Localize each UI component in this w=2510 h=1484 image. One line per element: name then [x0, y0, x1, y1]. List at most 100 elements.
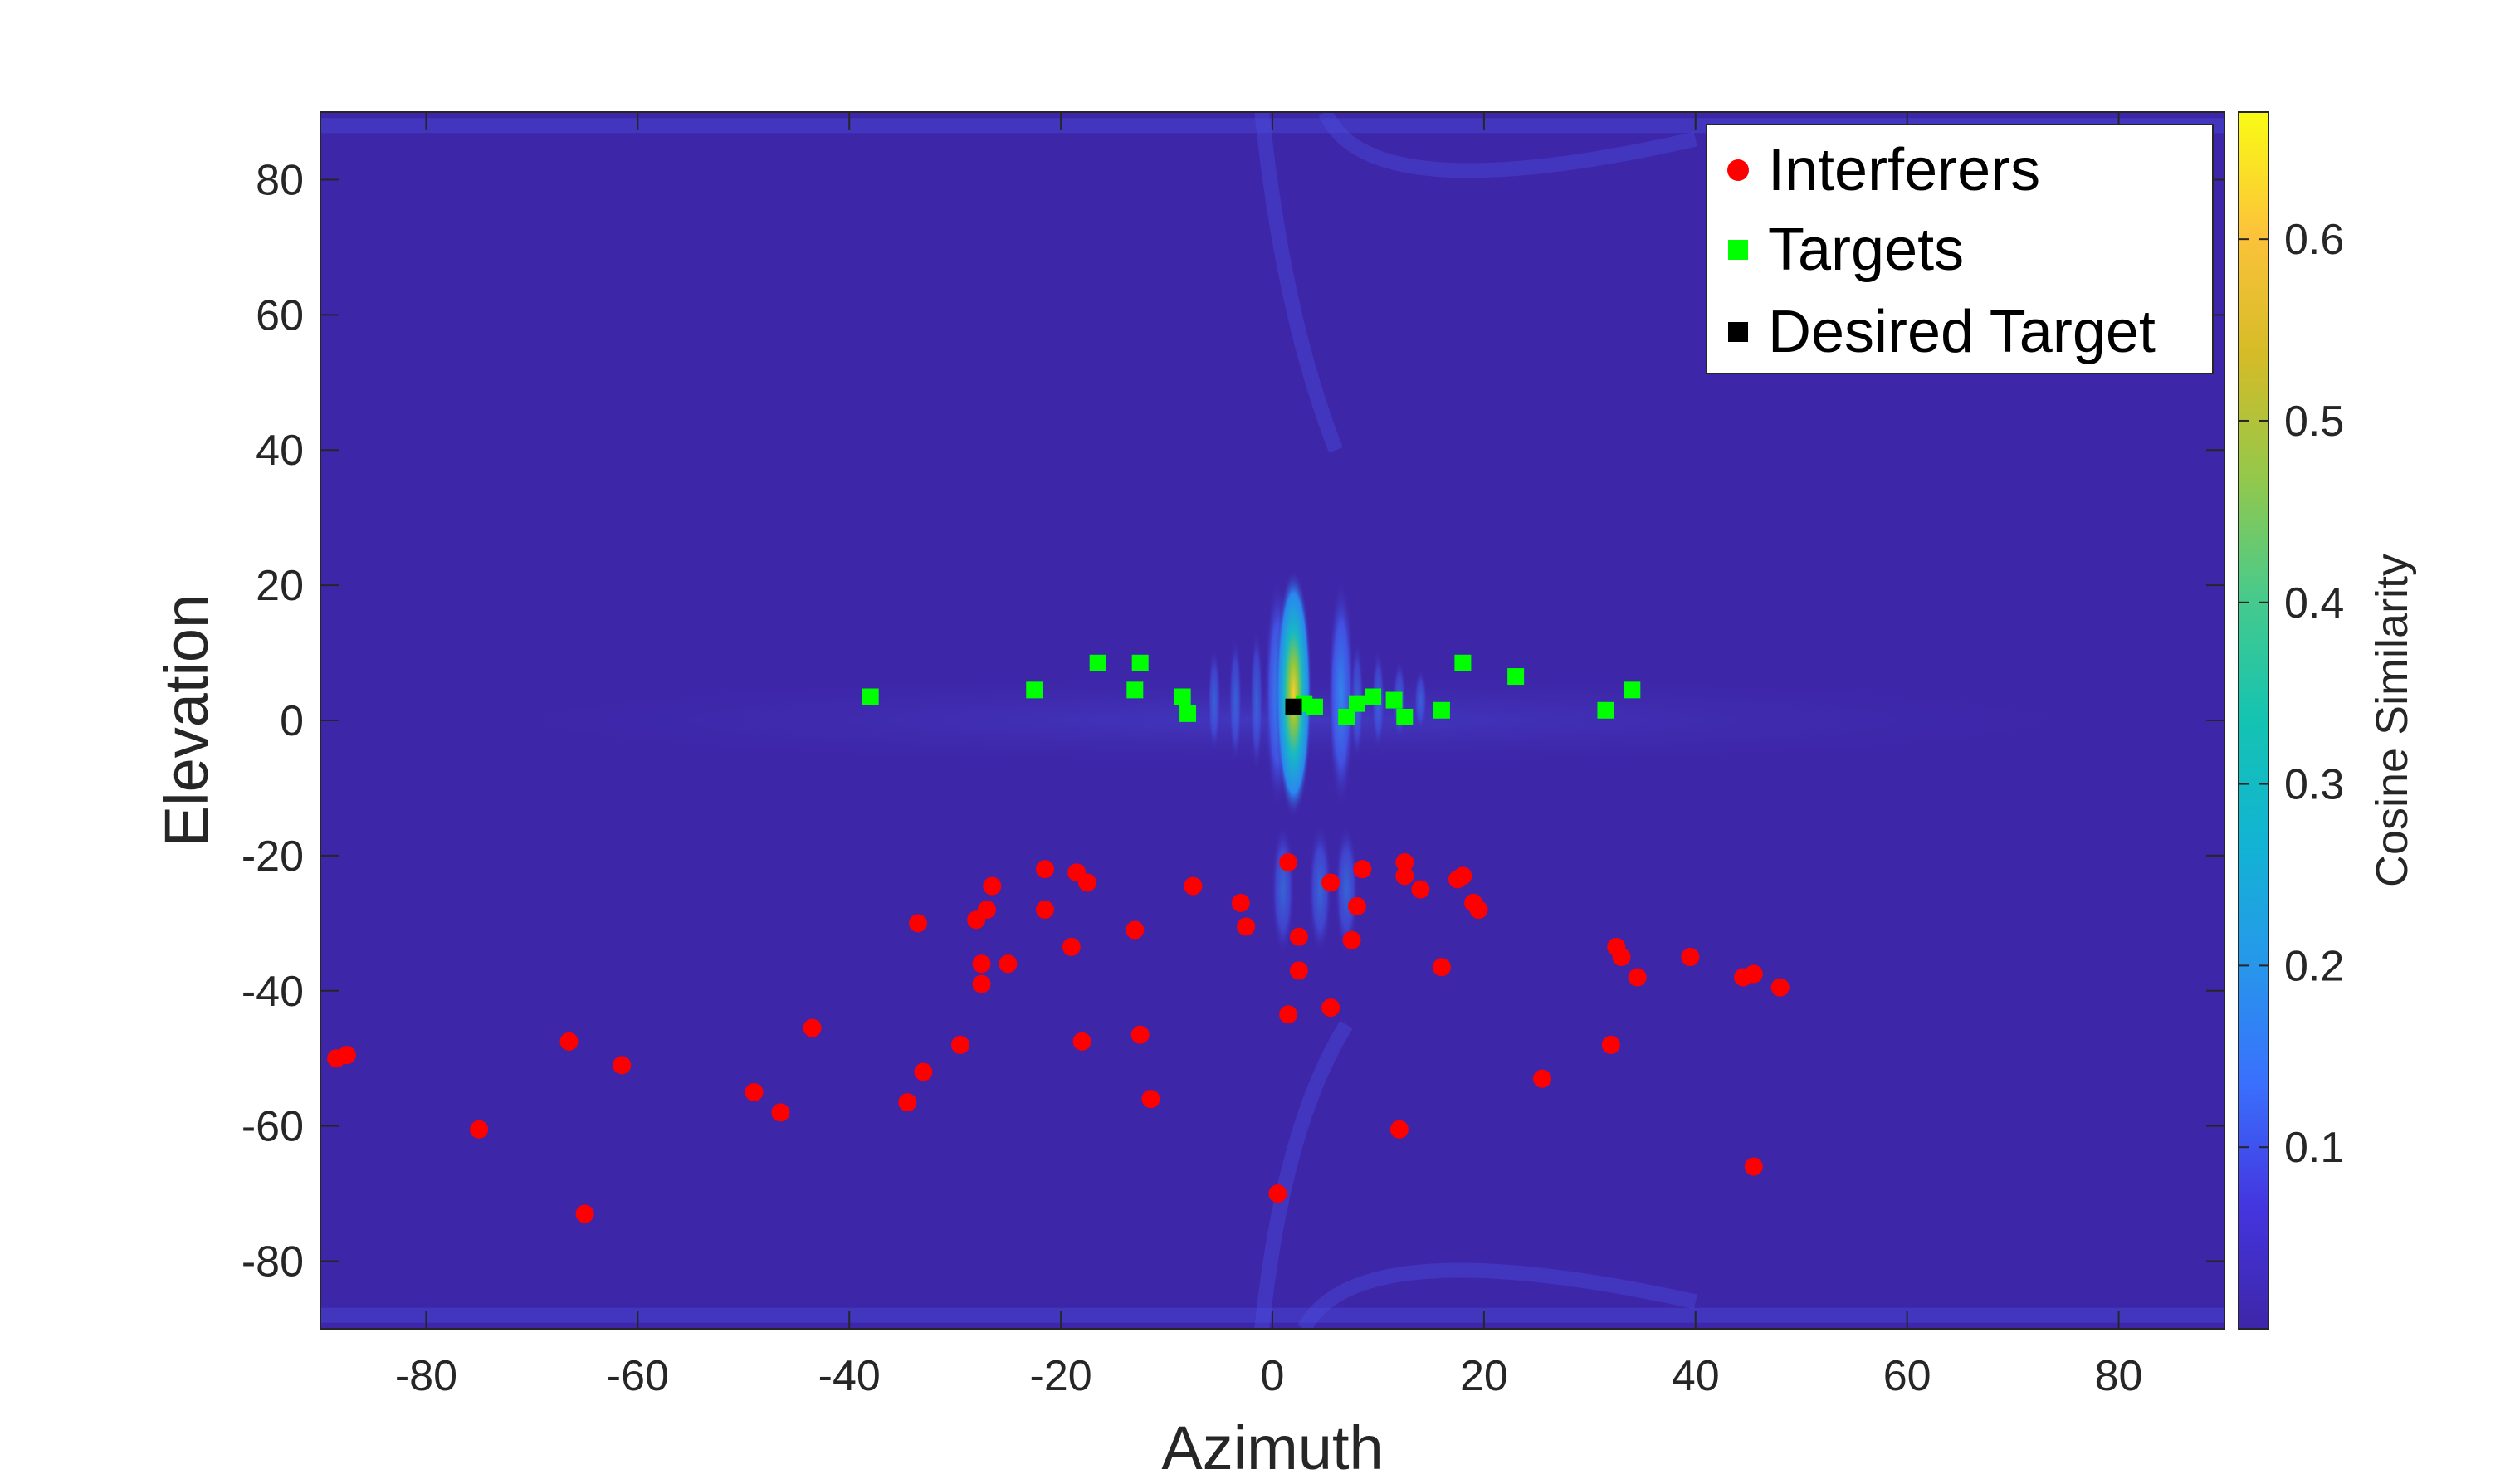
- targets-point: [1624, 681, 1641, 699]
- interferers-point: [1770, 978, 1790, 997]
- interferers-point: [1395, 866, 1414, 886]
- legend-entry-interferers: Interferers: [1727, 137, 2040, 203]
- x-tick-label: -60: [607, 1352, 669, 1400]
- targets-point: [1597, 701, 1614, 719]
- interferers-point: [972, 954, 991, 974]
- interferers-point: [1289, 961, 1308, 980]
- targets-point: [1306, 698, 1323, 715]
- interferers-point: [1141, 1090, 1160, 1109]
- fringe-stripe: [1207, 646, 1221, 754]
- legend-entry-desired-target: Desired Target: [1728, 299, 2156, 365]
- colorbar-ticks: 0.1 0.2 0.3 0.4 0.5 0.6: [2239, 216, 2344, 1172]
- interferers-point: [1411, 880, 1430, 899]
- main-lobe: [1275, 569, 1312, 818]
- y-tick-label: 40: [256, 427, 304, 475]
- interferers-point: [1072, 1032, 1091, 1051]
- y-tick-label: 20: [256, 562, 304, 610]
- colorbar-gradient: [2238, 111, 2269, 1330]
- x-tick-label: 80: [2095, 1352, 2143, 1400]
- interferers-point: [1130, 1025, 1150, 1044]
- interferers-point: [1035, 901, 1054, 920]
- y-tick-label: 60: [256, 291, 304, 339]
- fringe-stripe: [1249, 626, 1263, 774]
- interferers-point: [1601, 1035, 1620, 1054]
- interferers-point: [1279, 1005, 1298, 1024]
- interferers-point: [559, 1032, 579, 1051]
- fringe-stripe: [1228, 636, 1243, 764]
- interferers-point: [1389, 1120, 1409, 1139]
- scatter-markers: [327, 654, 1790, 1223]
- targets-point: [1507, 668, 1525, 686]
- interferers-point: [1628, 968, 1647, 987]
- interferers-point: [1077, 873, 1096, 892]
- interferers-point: [983, 876, 1002, 896]
- targets-point: [862, 688, 879, 705]
- interferers-point: [914, 1062, 933, 1081]
- y-tick-label: -60: [242, 1103, 304, 1151]
- y-tick-label: 0: [280, 697, 304, 745]
- interferers-point: [972, 974, 991, 993]
- targets-point: [1365, 688, 1382, 705]
- colorbar-tick-label: 0.3: [2284, 761, 2344, 809]
- fringe-stripe: [1414, 668, 1428, 732]
- interferers-point: [337, 1046, 356, 1065]
- colorbar-tick-label: 0.5: [2284, 398, 2344, 446]
- legend-entry-targets: Targets: [1728, 217, 1964, 283]
- interferers-point: [1289, 927, 1308, 946]
- targets-point: [1126, 681, 1144, 699]
- interferers-point: [1395, 853, 1414, 872]
- interferers-point: [1035, 860, 1054, 879]
- pole-arc: [1254, 1020, 1353, 1329]
- targets-point: [1385, 691, 1403, 709]
- interferers-point: [1342, 930, 1361, 949]
- interferers-point: [909, 914, 928, 933]
- interferers-point: [745, 1082, 764, 1101]
- y-axis-label: Elevation: [152, 594, 221, 847]
- x-tick-label: 20: [1460, 1352, 1508, 1400]
- colorbar: 0.1 0.2 0.3 0.4 0.5 0.6 Cosine Similarity: [2238, 111, 2417, 1330]
- targets-point: [1433, 701, 1450, 719]
- targets-point: [1179, 705, 1197, 722]
- x-tick-label: 40: [1672, 1352, 1720, 1400]
- legend-label-desired-target: Desired Target: [1768, 299, 2156, 365]
- targets-point: [1131, 654, 1149, 671]
- y-tick-label: -40: [242, 968, 304, 1016]
- desired-target-point: [1285, 698, 1302, 715]
- x-tick-label: -20: [1030, 1352, 1092, 1400]
- targets-point: [1338, 708, 1355, 725]
- colorbar-tick-label: 0.2: [2284, 942, 2344, 990]
- legend: Interferers Targets Desired Target: [1706, 124, 2214, 374]
- colorbar-tick-label: 0.1: [2284, 1124, 2344, 1172]
- main-side-lobe: [1327, 577, 1355, 810]
- interferers-point: [1612, 948, 1631, 967]
- colorbar-tick-label: 0.4: [2284, 579, 2344, 627]
- interferers-point: [1231, 893, 1250, 912]
- x-tick-label: -40: [818, 1352, 881, 1400]
- interferers-point: [1126, 920, 1145, 940]
- interferers-point: [575, 1204, 594, 1223]
- colorbar-tick-label: 0.6: [2284, 216, 2344, 264]
- interferers-point: [999, 954, 1018, 974]
- legend-label-interferers: Interferers: [1768, 137, 2040, 203]
- interferers-point: [613, 1056, 632, 1075]
- interferers-point: [1532, 1069, 1551, 1088]
- interferers-point: [1744, 1157, 1763, 1176]
- legend-label-targets: Targets: [1768, 217, 1964, 283]
- y-tick-label: -80: [242, 1238, 304, 1286]
- colorbar-label: Cosine Similarity: [2367, 554, 2417, 887]
- x-tick-label: 60: [1883, 1352, 1931, 1400]
- interferers-point: [1321, 998, 1340, 1018]
- x-tick-label: 0: [1261, 1352, 1285, 1400]
- targets-point: [1348, 695, 1365, 712]
- targets-point: [1174, 688, 1191, 705]
- y-tick-label: 80: [256, 156, 304, 204]
- pole-arc: [1297, 1262, 1697, 1329]
- targets-point: [1454, 654, 1472, 671]
- interferers-point: [1681, 948, 1700, 967]
- targets-point: [1089, 654, 1106, 671]
- targets-point: [1396, 708, 1414, 725]
- pole-arc: [1254, 112, 1343, 453]
- interferers-point: [1184, 876, 1203, 896]
- interferers-point: [951, 1035, 970, 1054]
